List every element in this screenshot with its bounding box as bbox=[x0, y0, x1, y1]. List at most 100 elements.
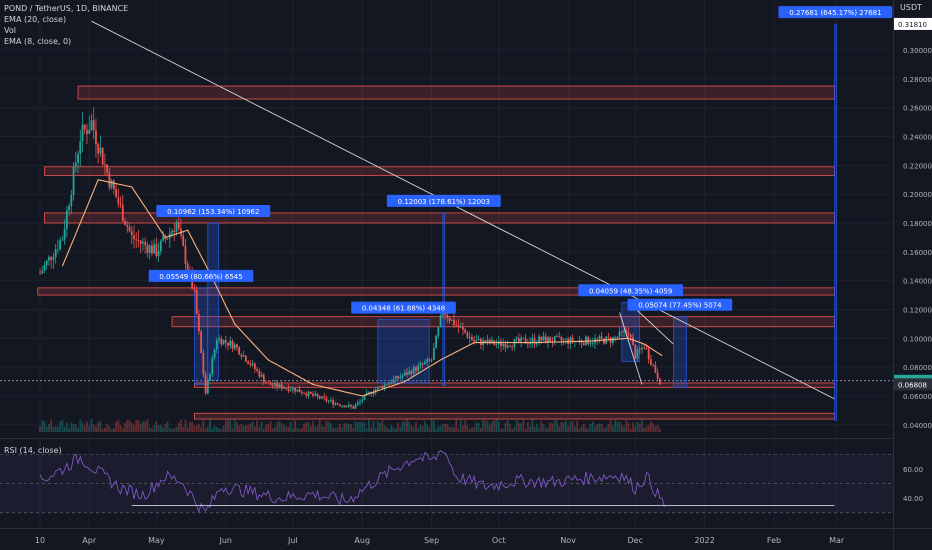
candle-body bbox=[354, 404, 357, 409]
volume-bar bbox=[312, 421, 314, 432]
resistance-zone[interactable] bbox=[194, 412, 835, 420]
volume-bar bbox=[643, 427, 646, 432]
trendline[interactable] bbox=[91, 20, 835, 400]
candle-body bbox=[540, 336, 543, 341]
candle-body bbox=[515, 338, 518, 340]
volume-bar bbox=[244, 425, 247, 432]
volume-bar bbox=[500, 428, 502, 432]
volume-bar bbox=[502, 428, 505, 432]
measurement-box[interactable] bbox=[207, 222, 220, 381]
legend-ema8[interactable]: EMA (8, close, 0) bbox=[4, 37, 72, 46]
legend-ema20[interactable]: EMA (20, close) bbox=[4, 15, 67, 24]
candle-body bbox=[200, 331, 203, 354]
volume-bar bbox=[439, 425, 442, 432]
candle-body bbox=[220, 338, 223, 345]
volume-bar bbox=[544, 428, 547, 432]
volume-bar bbox=[381, 419, 384, 432]
legend-volume[interactable]: Vol bbox=[4, 26, 16, 35]
resistance-zone[interactable] bbox=[171, 316, 835, 328]
resistance-zone[interactable] bbox=[77, 85, 835, 100]
volume-bar bbox=[538, 428, 540, 432]
volume-bar bbox=[157, 425, 160, 432]
candle-body bbox=[448, 317, 451, 321]
candle-body bbox=[439, 315, 442, 327]
volume-bar bbox=[108, 426, 111, 432]
volume-bar bbox=[256, 420, 258, 432]
volume-bar bbox=[338, 424, 341, 432]
resistance-zones[interactable] bbox=[0, 85, 893, 420]
volume-bar bbox=[77, 427, 79, 432]
time-axis[interactable]: 10 Apr May Jun Jul Aug Sep Oct Nov Dec 2022 Feb Mar bbox=[35, 536, 845, 545]
volume-bar bbox=[327, 421, 330, 432]
candle-body bbox=[656, 372, 659, 379]
candle-body bbox=[500, 341, 502, 347]
volume-bar bbox=[298, 428, 301, 432]
candle-body bbox=[150, 245, 153, 254]
volume-bar bbox=[57, 426, 59, 432]
candle-body bbox=[390, 382, 393, 384]
volume-bar bbox=[535, 423, 538, 432]
candle-body bbox=[126, 225, 129, 227]
volume-bar bbox=[457, 427, 460, 432]
resistance-zone[interactable] bbox=[37, 287, 835, 296]
volume-bar bbox=[547, 427, 549, 432]
candle-body bbox=[175, 222, 178, 232]
volume-bar bbox=[126, 419, 129, 432]
volume-bar bbox=[560, 421, 563, 432]
volume-bar bbox=[144, 421, 147, 432]
volume-bar bbox=[632, 422, 634, 432]
volume-bar bbox=[305, 422, 308, 432]
candle-body bbox=[307, 391, 310, 396]
measurement-labels: 0.27681 (645.17%) 27681 0.10962 (153.34%)… bbox=[148, 6, 893, 314]
volume-bar bbox=[464, 420, 467, 432]
volume-bar bbox=[444, 424, 446, 432]
volume-bar bbox=[332, 427, 335, 432]
volume-bar bbox=[419, 424, 422, 432]
trendline[interactable] bbox=[619, 312, 643, 385]
volume-bar bbox=[466, 425, 469, 432]
symbol-title[interactable]: POND / TetherUS, 1D, BINANCE bbox=[4, 4, 129, 13]
candle-body bbox=[83, 124, 86, 130]
candle-body bbox=[488, 339, 491, 344]
volume-bar bbox=[509, 423, 511, 432]
candle-body bbox=[556, 336, 558, 338]
volume-bar bbox=[511, 428, 514, 432]
candle-body bbox=[636, 349, 639, 359]
rsi-tick-label: 60.00 bbox=[903, 466, 923, 474]
time-tick-label: Feb bbox=[767, 536, 781, 545]
candle-body bbox=[247, 361, 250, 364]
rsi-legend[interactable]: RSI (14, close) bbox=[4, 446, 62, 455]
measurement-box[interactable] bbox=[673, 316, 687, 388]
volume-bar bbox=[43, 421, 46, 432]
candle-body bbox=[327, 400, 330, 402]
candle-body bbox=[437, 326, 440, 336]
volume-bar bbox=[318, 419, 321, 432]
volume-bar bbox=[177, 422, 180, 432]
measurement-box[interactable] bbox=[834, 23, 837, 421]
volume-bar bbox=[654, 426, 657, 432]
measurement-box[interactable] bbox=[377, 319, 430, 384]
candle-body bbox=[298, 389, 301, 393]
candle-body bbox=[564, 338, 567, 340]
price-tick-label: 0.20000 bbox=[903, 191, 932, 199]
volume-bar bbox=[253, 426, 256, 432]
volume-bar bbox=[68, 428, 70, 432]
volume-bar bbox=[479, 427, 482, 432]
candle-body bbox=[195, 289, 198, 315]
volume-bar bbox=[450, 426, 453, 432]
volume-bar bbox=[291, 428, 294, 432]
measurement-label-bg bbox=[778, 6, 893, 19]
volume-bar bbox=[142, 421, 144, 432]
volume-bar bbox=[556, 420, 558, 432]
resistance-zone[interactable] bbox=[44, 166, 835, 176]
volume-bar bbox=[652, 423, 655, 432]
candle-body bbox=[600, 336, 603, 339]
price-axis[interactable]: 0.30000 0.28000 0.26000 0.24000 0.22000 0.200… bbox=[894, 17, 932, 430]
volume-bar bbox=[623, 426, 625, 432]
time-tick-label: Dec bbox=[628, 536, 643, 545]
volume-bar bbox=[513, 426, 516, 432]
candle-body bbox=[258, 370, 261, 377]
measurement-box[interactable] bbox=[442, 212, 446, 387]
candle-body bbox=[171, 230, 173, 234]
